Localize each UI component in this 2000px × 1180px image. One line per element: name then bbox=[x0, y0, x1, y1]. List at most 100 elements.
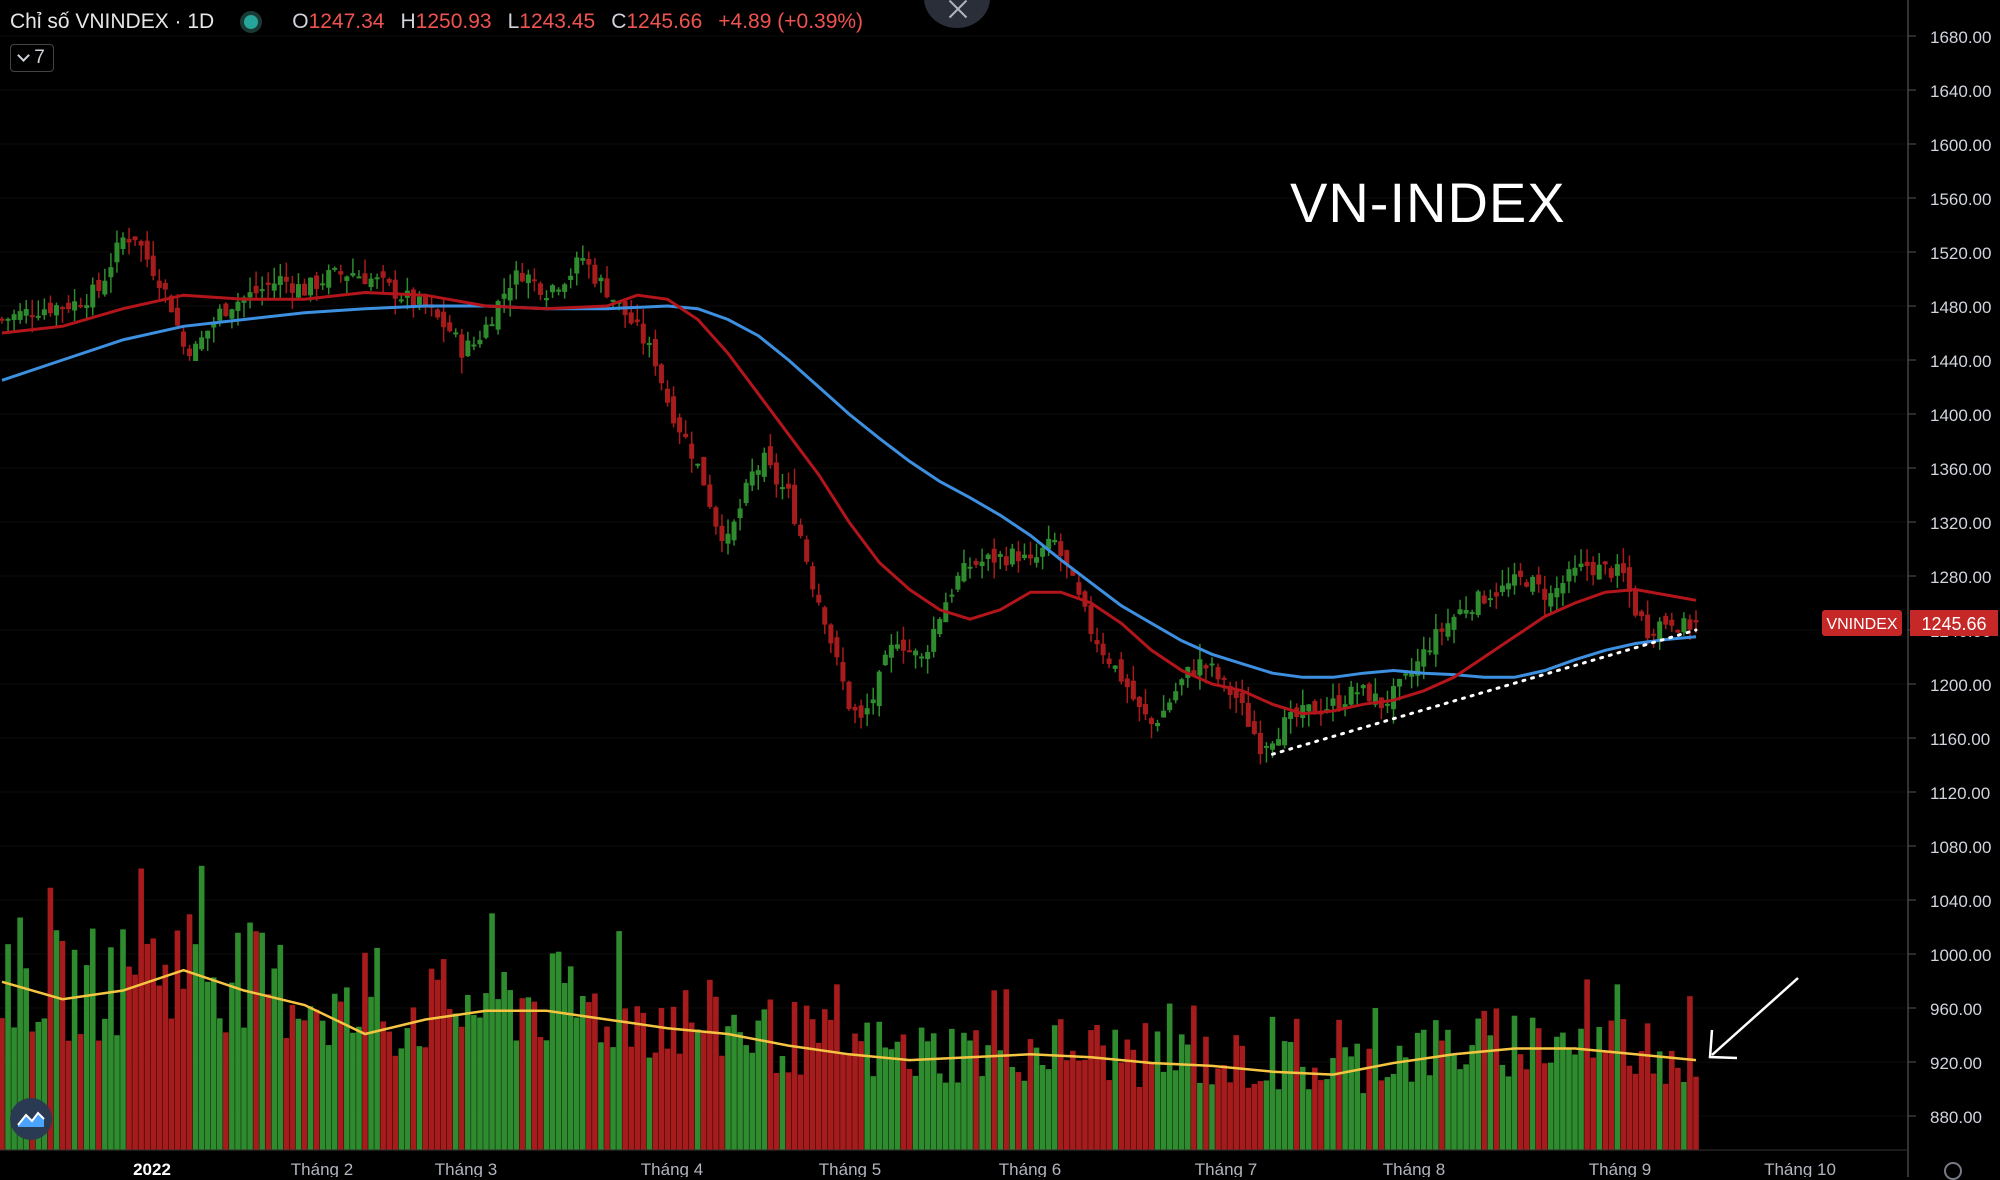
volume-bar bbox=[374, 947, 380, 1150]
candle-body bbox=[1191, 670, 1197, 676]
candle-body bbox=[1040, 547, 1046, 557]
volume-bar bbox=[1650, 1073, 1657, 1150]
volume-bar bbox=[779, 1055, 786, 1150]
candle-body bbox=[537, 283, 543, 295]
volume-bar bbox=[930, 1033, 937, 1150]
volume-bar bbox=[918, 1027, 925, 1150]
candle-body bbox=[876, 671, 882, 707]
volume-bar bbox=[507, 990, 513, 1150]
candle-body bbox=[925, 652, 931, 660]
volume-bar bbox=[604, 1026, 610, 1150]
volume-bar bbox=[114, 1035, 120, 1150]
candle-body bbox=[1614, 564, 1620, 576]
volume-bar bbox=[967, 1040, 973, 1150]
last-price-tag: VNINDEX 1245.66 bbox=[1822, 610, 1998, 636]
support-trendline bbox=[1271, 628, 1698, 756]
candle-body bbox=[1209, 663, 1215, 666]
volume-bar bbox=[622, 1008, 628, 1150]
volume-bar bbox=[676, 1053, 683, 1150]
candle-body bbox=[1475, 591, 1481, 615]
volume-bar bbox=[1191, 1005, 1197, 1150]
time-axis[interactable]: 2022 Tháng 2 Tháng 3 Tháng 4 Tháng 5 Tháng 6 T… bbox=[133, 1160, 1836, 1177]
volume-bar bbox=[852, 1033, 858, 1150]
candle-body bbox=[187, 348, 193, 357]
time-tick-label: Tháng 7 bbox=[1195, 1160, 1257, 1177]
candle-body bbox=[398, 299, 404, 302]
gear-icon[interactable] bbox=[1944, 1162, 1962, 1180]
volume-bar bbox=[138, 868, 144, 1150]
tradingview-logo-icon[interactable] bbox=[10, 1098, 52, 1140]
volume-bar bbox=[229, 982, 235, 1150]
volume-bar bbox=[1257, 1081, 1264, 1150]
candle-body bbox=[471, 344, 477, 347]
volume-bar bbox=[41, 1018, 48, 1150]
volume-bar bbox=[1094, 1024, 1100, 1150]
volume-bar bbox=[0, 1018, 5, 1150]
candle-body bbox=[719, 525, 725, 542]
candle-body bbox=[882, 654, 888, 666]
candle-body bbox=[1427, 650, 1433, 653]
volume-bar bbox=[1281, 1041, 1288, 1150]
candle-body bbox=[574, 257, 580, 274]
volume-bar bbox=[53, 930, 60, 1150]
candle-body bbox=[1233, 690, 1239, 698]
candle-body bbox=[338, 271, 344, 275]
volume-bar bbox=[900, 1034, 907, 1150]
volume-bar bbox=[1293, 1018, 1300, 1150]
volume-bar bbox=[936, 1073, 943, 1150]
candle-body bbox=[1028, 554, 1033, 559]
volume-bar bbox=[1493, 1008, 1500, 1150]
volume-bar bbox=[71, 949, 78, 1150]
volume-bar bbox=[156, 985, 163, 1150]
candle-body bbox=[1058, 541, 1064, 556]
candle-body bbox=[1263, 745, 1269, 748]
candle-body bbox=[1348, 686, 1354, 705]
volume-bar bbox=[1433, 1020, 1439, 1150]
candle-body bbox=[658, 364, 664, 384]
candle-body bbox=[108, 267, 114, 278]
volume-bar bbox=[822, 1009, 828, 1150]
candle-body bbox=[1626, 567, 1632, 592]
volume-bar bbox=[301, 1020, 308, 1150]
change-value: +4.89 (+0.39%) bbox=[718, 10, 864, 33]
candle-body bbox=[1596, 564, 1602, 580]
price-tick-label: 1360.00 bbox=[1930, 460, 1991, 479]
candle-body bbox=[1167, 702, 1173, 711]
volume-bar bbox=[168, 1018, 175, 1150]
price-tick-label: 1120.00 bbox=[1930, 784, 1990, 803]
candle-body bbox=[973, 561, 979, 565]
candle-body bbox=[1227, 686, 1233, 695]
volume-bar bbox=[416, 1046, 423, 1150]
volume-bar bbox=[483, 993, 489, 1150]
volume-bar bbox=[495, 999, 501, 1150]
candle-body bbox=[253, 285, 259, 294]
indicators-toggle-button[interactable]: 7 bbox=[10, 44, 54, 72]
candle-body bbox=[1657, 621, 1663, 641]
volume-bar bbox=[791, 1002, 798, 1150]
candle-body bbox=[1106, 658, 1112, 665]
volume-bar bbox=[1566, 1049, 1572, 1150]
candle-body bbox=[368, 278, 374, 288]
volume-bar bbox=[253, 931, 259, 1150]
candle-body bbox=[144, 240, 150, 260]
candle-body bbox=[1512, 574, 1517, 586]
candle-body bbox=[1505, 583, 1511, 590]
volume-bar bbox=[1318, 1080, 1324, 1150]
volume-bar bbox=[17, 917, 23, 1150]
volume-bar bbox=[1172, 1070, 1179, 1150]
volume-bar bbox=[598, 1042, 604, 1150]
candle-body bbox=[489, 324, 495, 327]
candle-body bbox=[640, 323, 646, 344]
symbol-name[interactable]: Chỉ số VNINDEX · 1D bbox=[10, 10, 215, 33]
volume-bar bbox=[1185, 1044, 1191, 1150]
candle-body bbox=[816, 594, 822, 603]
volume-bar bbox=[1039, 1064, 1046, 1150]
price-tick-label: 1680.00 bbox=[1930, 28, 1991, 47]
price-axis[interactable]: 1680.00 1640.00 1600.00 1560.00 1520.00 1480.… bbox=[1908, 28, 1991, 1127]
volume-bar bbox=[1632, 1073, 1639, 1150]
volume-bar bbox=[858, 1041, 864, 1150]
candle-body bbox=[1179, 679, 1185, 686]
low-value: 1243.45 bbox=[519, 10, 596, 33]
candle-body bbox=[156, 280, 162, 288]
